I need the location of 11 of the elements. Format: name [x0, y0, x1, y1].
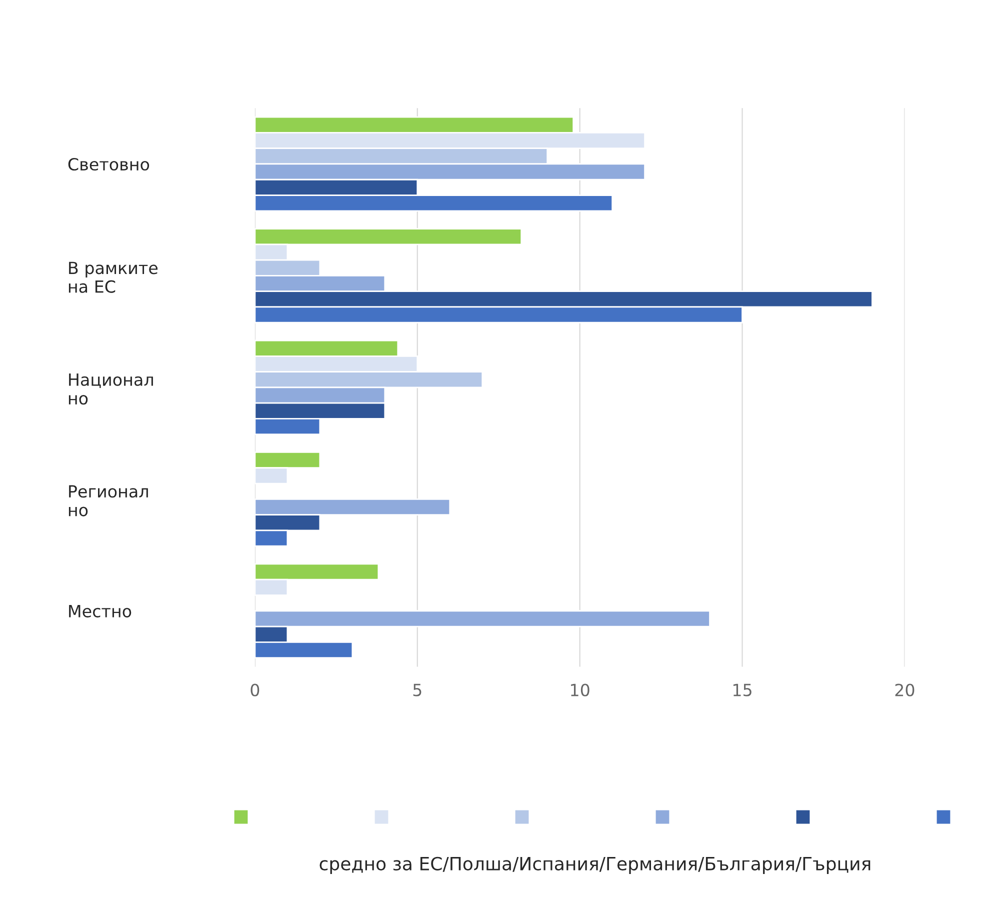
- x-tick-label: 15: [733, 684, 752, 696]
- y-tick-label: Местно: [69, 605, 132, 618]
- y-tick-label: Световно: [68, 158, 150, 171]
- x-tick-label: 10: [571, 684, 590, 696]
- y-tick-label: Национал но: [68, 374, 153, 405]
- x-tick-label: 20: [895, 684, 914, 696]
- y-tick-label: В рамките на ЕС: [68, 262, 158, 293]
- y-tick-label: Регионал но: [68, 485, 148, 516]
- x-tick-label: 5: [413, 684, 422, 696]
- text: средно за ЕС/Полша/Испания/Германия/България/Гърция: [320, 856, 870, 874]
- x-tick-label: 0: [250, 684, 260, 696]
